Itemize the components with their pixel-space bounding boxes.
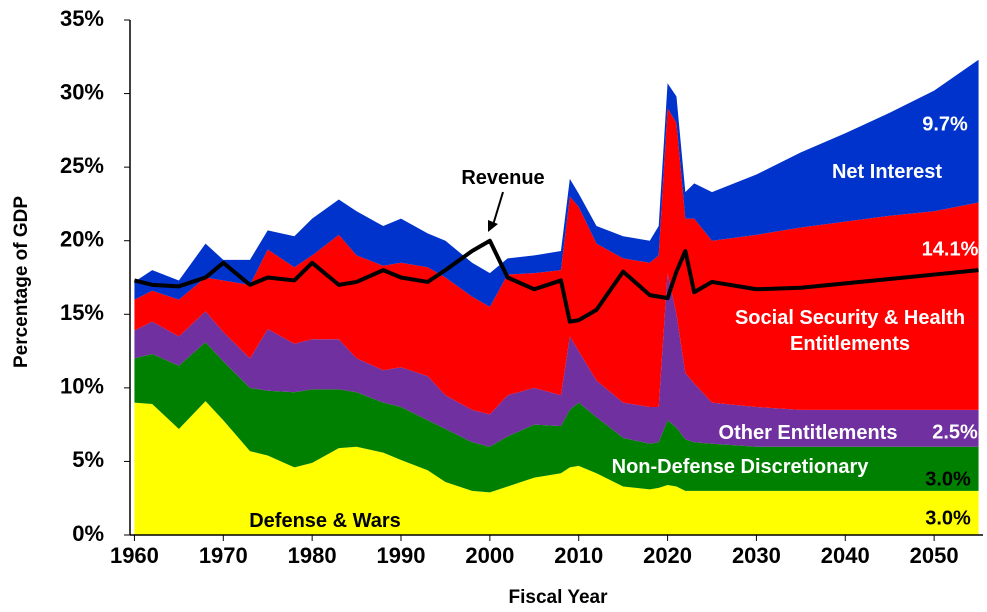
area (134, 59, 979, 307)
value-label: 2.5% (932, 421, 978, 443)
y-tick-label: 25% (60, 153, 104, 178)
value-label: 3.0% (925, 468, 971, 490)
y-tick-label: 10% (60, 374, 104, 399)
series-label: Other Entitlements (718, 422, 898, 444)
y-axis-label: Percentage of GDP (11, 196, 32, 368)
plot-area (133, 59, 979, 535)
series-label: Non-Defense Discretionary (611, 456, 869, 478)
x-tick-label: 2030 (732, 543, 781, 568)
area (134, 342, 979, 493)
series-label: Revenue (461, 167, 545, 189)
series-label: Defense & Wars (249, 510, 401, 532)
value-label: 14.1% (922, 238, 979, 260)
y-tick-label: 15% (60, 300, 104, 325)
value-label: 9.7% (922, 113, 968, 135)
x-tick-label: 2020 (643, 543, 692, 568)
y-tick-label: 0% (72, 521, 104, 546)
revenue-line (133, 238, 979, 324)
y-tick-label: 5% (72, 447, 104, 472)
y-tick-label: 35% (60, 6, 104, 31)
x-tick-label: 1990 (377, 543, 426, 568)
y-tick-label: 30% (60, 79, 104, 104)
area (134, 401, 979, 535)
series-label: Net Interest (831, 161, 943, 183)
x-tick-label: 1980 (288, 543, 337, 568)
x-tick-label: 1970 (199, 543, 248, 568)
y-tick-label: 20% (60, 227, 104, 252)
series-label: Social Security & Health Entitlements (734, 307, 966, 355)
x-tick-label: 1960 (110, 543, 159, 568)
value-label: 3.0% (925, 507, 971, 529)
area (134, 273, 979, 447)
x-tick-label: 2050 (910, 543, 959, 568)
arrow (492, 191, 504, 226)
x-axis-label: Fiscal Year (509, 587, 609, 608)
area (134, 108, 979, 415)
x-tick-label: 2010 (554, 543, 603, 568)
x-tick-label: 2000 (465, 543, 514, 568)
x-tick-label: 2040 (821, 543, 870, 568)
arrow-head (488, 220, 498, 232)
